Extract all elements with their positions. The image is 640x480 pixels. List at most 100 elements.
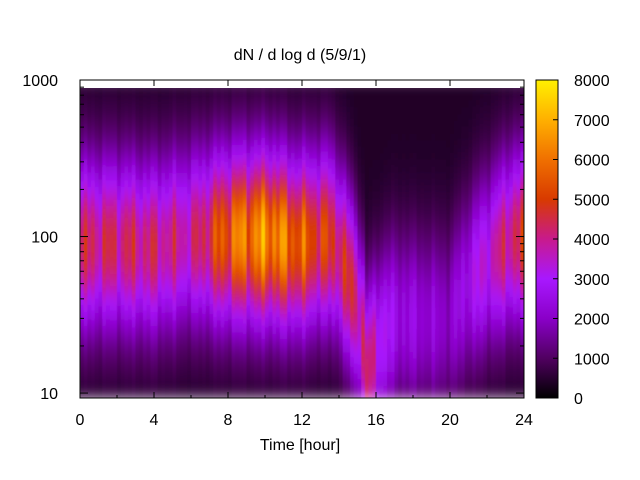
heatmap-column xyxy=(324,80,329,398)
heatmap-column xyxy=(209,80,214,398)
heatmap-column xyxy=(117,80,122,398)
heatmap-column xyxy=(498,80,503,398)
x-tick-label: 20 xyxy=(441,412,459,429)
heatmap-column xyxy=(368,80,373,398)
heatmap-column xyxy=(483,80,488,398)
heatmap-column xyxy=(179,80,185,398)
heatmap-column xyxy=(505,80,510,398)
heatmap-column xyxy=(176,80,181,398)
x-tick-label: 24 xyxy=(515,412,533,429)
heatmap-column xyxy=(98,80,103,398)
heatmap-column xyxy=(124,80,129,398)
heatmap-column xyxy=(272,80,277,398)
heatmap-column xyxy=(298,80,303,398)
heatmap-column xyxy=(157,80,162,398)
colorbar-tick-label: 6000 xyxy=(574,153,610,170)
y-tick-label: 1000 xyxy=(22,73,58,90)
heatmap-column xyxy=(131,80,137,398)
heatmap-column xyxy=(413,80,418,398)
heatmap-column xyxy=(383,80,388,398)
colorbar-tick-label: 7000 xyxy=(574,113,610,130)
heatmap-column xyxy=(361,80,366,398)
heatmap-column xyxy=(194,80,199,398)
heatmap-column xyxy=(376,80,381,398)
heatmap-column xyxy=(464,80,470,398)
x-tick-label: 16 xyxy=(367,412,385,429)
heatmap-column xyxy=(339,80,344,398)
heatmap-column xyxy=(172,80,177,398)
x-axis: 0 4 8 12 16 20 24 xyxy=(76,80,533,429)
heatmap-column xyxy=(283,80,288,398)
heatmap-column xyxy=(401,80,407,398)
heatmap-column xyxy=(290,80,296,398)
x-tick-label: 0 xyxy=(76,412,85,429)
heatmap-column xyxy=(424,80,429,398)
heatmap-column xyxy=(183,80,188,398)
heatmap-column xyxy=(235,80,240,398)
colorbar-tick-label: 3000 xyxy=(574,272,610,289)
y-tick-label: 10 xyxy=(40,386,58,403)
heatmap-column xyxy=(494,80,499,398)
heatmap-column xyxy=(372,80,377,398)
heatmap-column xyxy=(335,80,340,398)
heatmap-column xyxy=(105,80,111,398)
heatmap-column xyxy=(327,80,333,398)
heatmap-column xyxy=(220,80,225,398)
colorbar-tick-label: 8000 xyxy=(574,73,610,90)
heatmap-column xyxy=(320,80,325,398)
heatmap-column xyxy=(154,80,159,398)
heatmap-column xyxy=(446,80,451,398)
heatmap-column xyxy=(302,80,307,398)
heatmap-column xyxy=(442,80,447,398)
heatmap-column xyxy=(346,80,351,398)
heatmap-column xyxy=(475,80,481,398)
x-axis-label: Time [hour] xyxy=(260,437,340,454)
colorbar: 0 1000 2000 3000 4000 5000 6000 7000 8000 xyxy=(535,73,610,408)
heatmap-column xyxy=(253,80,259,398)
heatmap-column xyxy=(213,80,218,398)
heatmap-column xyxy=(228,80,233,398)
heatmap-column xyxy=(87,80,92,398)
heatmap-column xyxy=(279,80,285,398)
heatmap-column xyxy=(165,80,170,398)
heatmap-column xyxy=(224,80,229,398)
heatmap-column xyxy=(357,80,362,398)
heatmap-column xyxy=(313,80,318,398)
heatmap-column xyxy=(109,80,114,398)
y-tick-label: 100 xyxy=(31,230,58,247)
heatmap-column xyxy=(287,80,292,398)
heatmap-column xyxy=(331,80,336,398)
heatmap-column xyxy=(113,80,118,398)
heatmap-column xyxy=(150,80,155,398)
colorbar-tick-label: 2000 xyxy=(574,312,610,329)
heatmap-column xyxy=(509,80,514,398)
heatmap-column xyxy=(390,80,396,398)
x-tick-label: 12 xyxy=(293,412,311,429)
heatmap-column xyxy=(198,80,203,398)
x-tick-label: 8 xyxy=(224,412,233,429)
heatmap-column xyxy=(94,80,100,398)
heatmap-column xyxy=(516,80,521,398)
heatmap-column xyxy=(83,80,88,398)
plot-area xyxy=(80,80,524,398)
heatmap-column xyxy=(265,80,270,398)
heatmap-column xyxy=(146,80,151,398)
heatmap-column xyxy=(120,80,125,398)
x-tick-label: 4 xyxy=(150,412,159,429)
heatmap-column xyxy=(250,80,255,398)
heatmap-column xyxy=(420,80,425,398)
heatmap-column xyxy=(501,80,507,398)
heatmap-column xyxy=(438,80,444,398)
heatmap-column xyxy=(472,80,477,398)
heatmap-column xyxy=(416,80,421,398)
heatmap-column xyxy=(487,80,492,398)
heatmap-column xyxy=(239,80,244,398)
heatmap-column xyxy=(453,80,458,398)
heatmap-column xyxy=(261,80,266,398)
y-axis: 10 100 1000 xyxy=(22,73,524,403)
heatmap-column xyxy=(91,80,96,398)
heatmap-column xyxy=(394,80,399,398)
heatmap-column xyxy=(490,80,495,398)
heatmap-column xyxy=(398,80,403,398)
heatmap-column xyxy=(242,80,248,398)
